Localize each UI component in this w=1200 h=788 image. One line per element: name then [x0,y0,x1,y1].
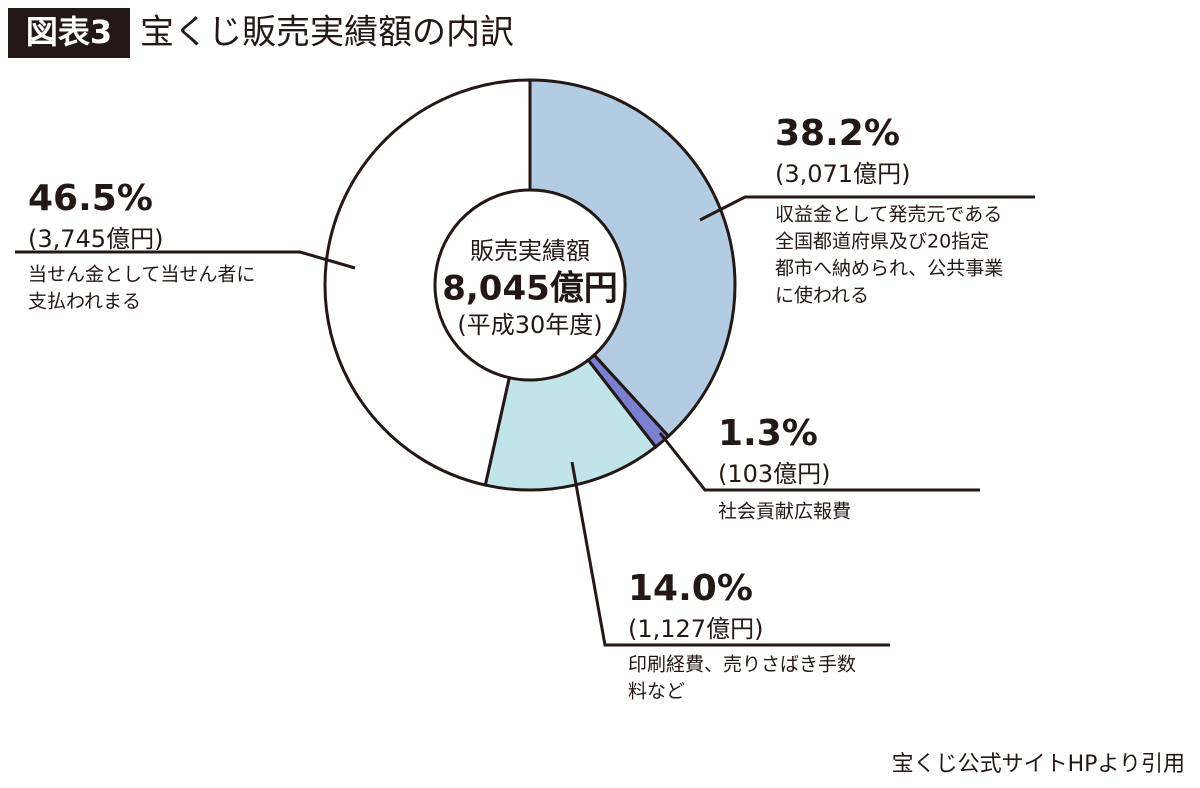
center-year: (平成30年度) [457,311,602,339]
amount-label: (3,071億円) [775,160,910,188]
center-label: 販売実績額 [470,237,590,265]
value-label: 38.2% [775,113,900,154]
donut [323,78,737,492]
value-label: 1.3% [718,413,818,454]
value-label: 14.0% [628,568,753,609]
leader-line [658,432,980,492]
amount-label: (103億円) [718,460,831,488]
chart-title: 宝くじ販売実績額の内訳 [140,13,514,53]
description: に使われる [775,285,869,307]
value-label: 46.5% [28,178,153,219]
description: 支払われまる [28,291,141,313]
description: 印刷経費、売りさばき手数 [628,654,856,676]
leader-line [570,461,890,647]
description: 社会貢献広報費 [718,501,851,523]
description: 料など [628,681,685,703]
donut-slice [323,78,532,487]
description: 当せん金として当せん者に [28,264,255,286]
description: 都市へ納められ、公共事業 [775,258,1003,280]
source: 宝くじ公式サイトHPより引用 [892,752,1185,777]
title-tag: 図表3 [26,13,112,51]
donut-slice [483,357,658,492]
description: 収益金として発売元である [775,204,1002,226]
donut-slice [528,78,737,439]
title-tag-box [8,8,130,58]
leader-line [699,195,1035,222]
amount-label: (1,127億円) [628,615,763,643]
center-total: 8,045億円 [442,269,618,309]
amount-label: (3,745億円) [28,225,163,253]
description: 全国都道府県及び20指定 [775,231,989,253]
leader-line [15,250,356,270]
